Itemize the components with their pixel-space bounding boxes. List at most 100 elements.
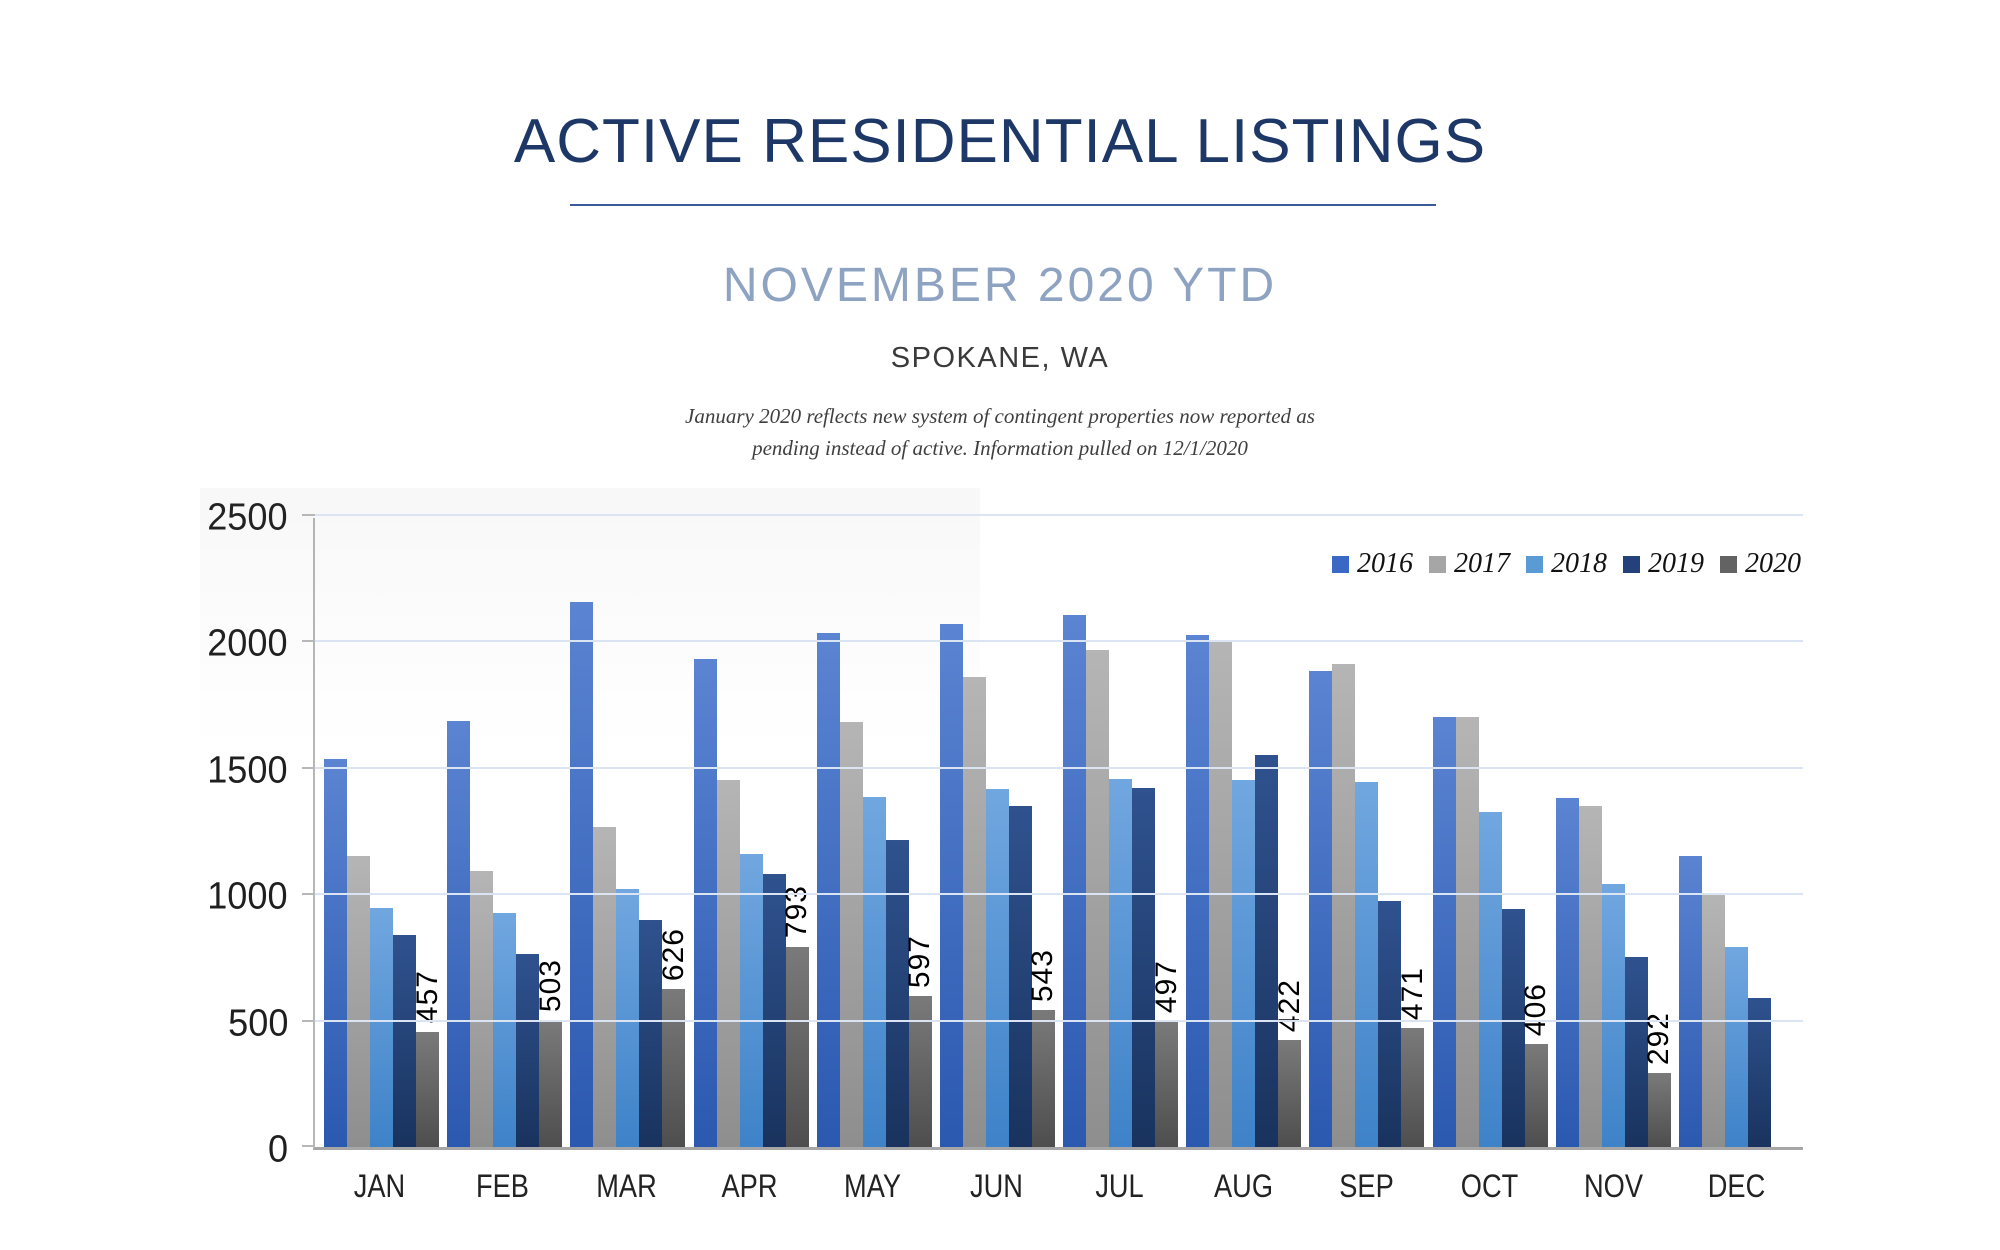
data-label-aug: 422 — [1272, 979, 1306, 1033]
bar-2019-jan — [393, 934, 416, 1147]
legend-label-2016: 2016 — [1357, 548, 1413, 579]
bar-2020-jul: 497 — [1150, 960, 1183, 1147]
location-label: SPOKANE, WA — [890, 342, 1110, 374]
x-label-nov: NOV — [1583, 1168, 1643, 1204]
bar-2017-apr — [716, 780, 740, 1147]
x-label-aug: AUG — [1213, 1168, 1273, 1204]
page-subtitle: NOVEMBER 2020 YTD — [722, 259, 1278, 312]
bar-2016-oct — [1432, 717, 1456, 1147]
y-tick-label-1000: 1000 — [207, 875, 288, 918]
y-tick-label-2500: 2500 — [207, 496, 288, 539]
bar-2017-feb — [470, 871, 494, 1147]
bar-2018-jun — [985, 789, 1009, 1147]
bar-2020-apr: 793 — [780, 885, 813, 1147]
legend-label-2020: 2020 — [1745, 548, 1801, 579]
bar-group-apr: 793 — [693, 518, 813, 1147]
legend-label-2017: 2017 — [1454, 548, 1510, 579]
bar-2017-jun — [962, 676, 986, 1147]
bar-2018-sep — [1355, 781, 1379, 1147]
bar-2019-apr — [762, 874, 786, 1147]
bar-2018-may — [862, 796, 886, 1147]
x-label-mar: MAR — [595, 1168, 657, 1204]
x-label-feb: FEB — [476, 1168, 530, 1204]
bar-2016-dec — [1678, 856, 1702, 1147]
x-label-jun: JUN — [969, 1168, 1023, 1204]
page-title: ACTIVE RESIDENTIAL LISTINGS — [513, 107, 1487, 176]
bar-2017-mar — [593, 827, 617, 1147]
bar-2016-may — [816, 632, 840, 1147]
y-tick-500 — [302, 1019, 315, 1022]
y-axis: 2500 2000 1500 1000 500 0 — [150, 497, 300, 1171]
legend-item-2016: 2016 — [1332, 548, 1413, 580]
bar-groups: 457 503 626 793 597 543 497 422 471 406 292 — [315, 518, 1803, 1147]
bar-group-mar: 626 — [570, 518, 690, 1147]
data-label-jan: 457 — [410, 970, 444, 1024]
gridline-500 — [315, 1019, 1803, 1022]
y-tick-0 — [302, 1145, 315, 1147]
bar-2019-sep — [1378, 900, 1402, 1147]
bar-2020-mar: 626 — [657, 928, 690, 1147]
bar-2019-aug — [1255, 755, 1279, 1147]
bar-2018-apr — [739, 853, 763, 1147]
bar-2016-jun — [939, 623, 963, 1147]
bar-group-jun: 543 — [939, 518, 1059, 1147]
bar-2016-sep — [1309, 670, 1333, 1147]
x-label-jul: JUL — [1095, 1168, 1144, 1204]
bar-group-sep: 471 — [1309, 518, 1429, 1147]
legend-item-2018: 2018 — [1526, 548, 1607, 580]
bar-group-jan: 457 — [324, 518, 444, 1147]
legend-swatch-2017 — [1429, 555, 1446, 573]
bar-2016-jul — [1063, 614, 1087, 1147]
footnote-line-1: January 2020 reflects new system of cont… — [685, 404, 1315, 428]
bar-2016-aug — [1186, 635, 1210, 1147]
y-tick-2000 — [302, 640, 315, 643]
bar-2019-may — [885, 839, 909, 1147]
x-label-sep: SEP — [1339, 1168, 1394, 1204]
legend-item-2017: 2017 — [1429, 548, 1510, 580]
x-label-apr: APR — [721, 1168, 778, 1204]
bar-2019-jul — [1132, 788, 1156, 1147]
x-axis: JAN FEB MAR APR MAY JUN JUL AUG SEP OCT NOV DEC — [313, 1168, 1803, 1205]
bar-2020-sep: 471 — [1396, 967, 1429, 1147]
bar-2017-jul — [1086, 650, 1110, 1147]
bar-2020-may: 597 — [903, 935, 936, 1147]
legend-label-2019: 2019 — [1648, 548, 1704, 579]
bar-2017-may — [839, 722, 863, 1147]
data-label-feb: 503 — [533, 958, 567, 1012]
bar-2018-dec — [1724, 947, 1748, 1147]
legend-swatch-2016 — [1332, 555, 1349, 573]
data-label-oct: 406 — [1519, 983, 1553, 1037]
bar-group-jul: 497 — [1063, 518, 1183, 1147]
bar-2020-aug: 422 — [1273, 979, 1306, 1147]
bar-2018-oct — [1478, 812, 1502, 1147]
gridline-2500 — [315, 514, 1803, 516]
y-tick-1000 — [302, 893, 315, 896]
bar-2016-jan — [324, 759, 347, 1147]
y-tick-label-500: 500 — [227, 1002, 288, 1045]
bar-2016-apr — [693, 659, 717, 1147]
legend-swatch-2018 — [1526, 555, 1543, 573]
data-label-may: 597 — [903, 935, 937, 989]
y-tick-2500 — [302, 514, 315, 516]
x-label-may: MAY — [844, 1168, 902, 1204]
data-label-jul: 497 — [1149, 960, 1183, 1014]
x-label-jan: JAN — [353, 1168, 406, 1204]
bar-2016-nov — [1555, 798, 1579, 1147]
legend-label-2018: 2018 — [1551, 548, 1607, 579]
data-label-sep: 471 — [1395, 966, 1429, 1020]
bar-group-nov: 292 — [1555, 518, 1675, 1147]
bar-group-feb: 503 — [447, 518, 567, 1147]
y-tick-label-2000: 2000 — [207, 622, 288, 665]
gridline-1000 — [315, 893, 1803, 896]
y-tick-label-0: 0 — [267, 1128, 288, 1171]
bar-group-oct: 406 — [1432, 518, 1552, 1147]
legend: 2016 2017 2018 2019 2020 — [1332, 548, 1801, 580]
gridline-2000 — [315, 640, 1803, 643]
bar-2018-nov — [1601, 884, 1625, 1147]
bar-2018-jul — [1109, 779, 1133, 1147]
bar-2019-feb — [516, 953, 540, 1147]
legend-item-2020: 2020 — [1720, 548, 1801, 580]
bar-group-dec — [1678, 518, 1794, 1147]
bar-2019-nov — [1624, 957, 1648, 1147]
